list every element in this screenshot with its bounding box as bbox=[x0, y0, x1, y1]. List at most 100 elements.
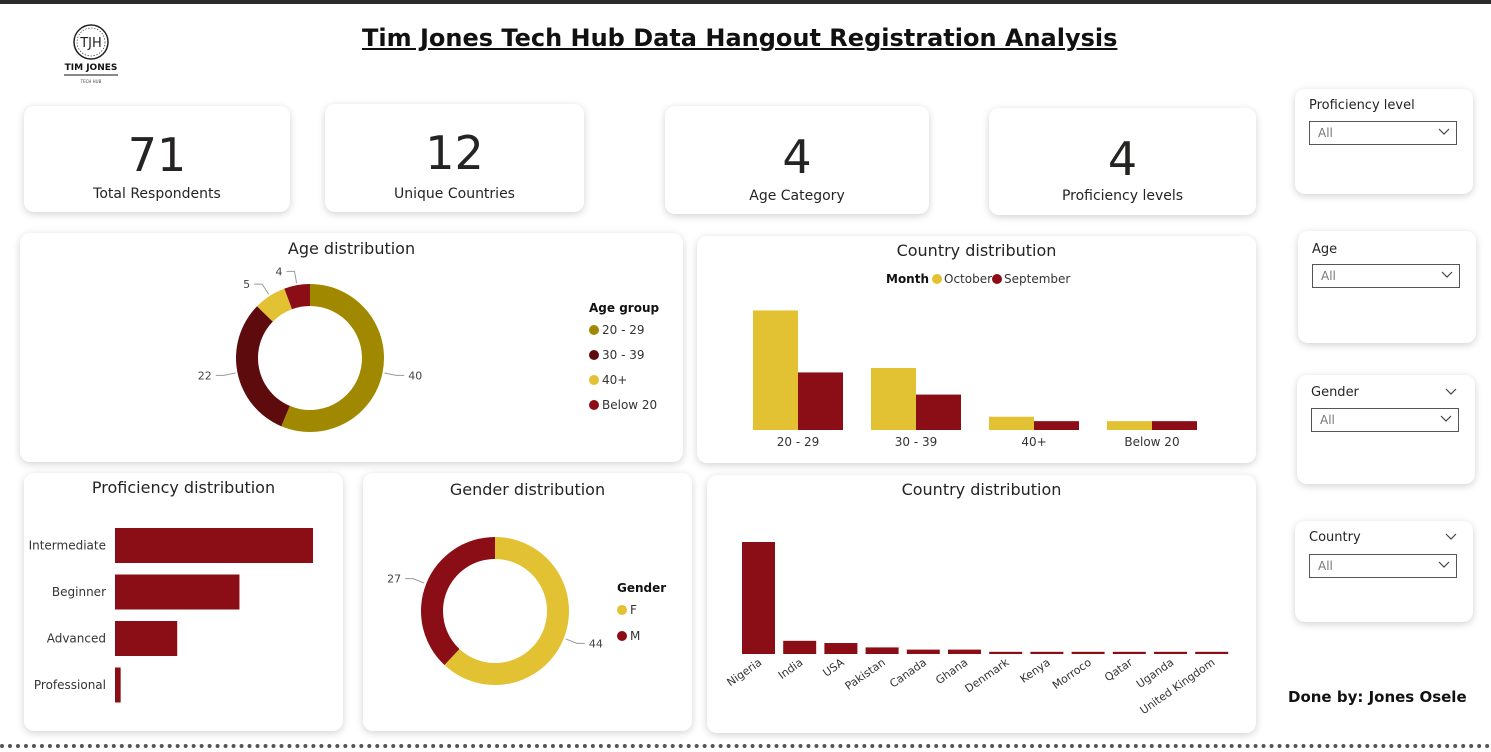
x-tick-label: USA bbox=[821, 656, 847, 680]
kpi-card-unique-countries: 12 Unique Countries bbox=[325, 104, 584, 212]
legend-title: Gender bbox=[617, 581, 666, 595]
slicer-selected-value: All bbox=[1318, 559, 1333, 573]
y-tick-label: Beginner bbox=[52, 585, 106, 599]
x-tick-label: Qatar bbox=[1102, 656, 1135, 685]
chevron-down-icon bbox=[1441, 271, 1453, 278]
legend-marker bbox=[589, 350, 599, 360]
age-dropdown[interactable]: All bbox=[1312, 264, 1460, 288]
legend-title: Age group bbox=[589, 301, 659, 315]
bar bbox=[798, 372, 843, 430]
slicer-label: Age bbox=[1312, 242, 1338, 257]
x-tick-label: Kenya bbox=[1018, 656, 1053, 686]
x-tick-label: 30 - 39 bbox=[895, 435, 938, 449]
x-tick-label: India bbox=[776, 656, 806, 682]
x-tick-label: 40+ bbox=[1021, 435, 1046, 449]
slicer-label: Proficiency level bbox=[1309, 98, 1415, 113]
tim-jones-logo: TJH TIM JONES TECH HUB bbox=[58, 20, 124, 90]
country-month-bar-chart: Month October September 20 - 29 30 - 39 40+ Be… bbox=[753, 272, 1197, 449]
data-label-leader bbox=[254, 283, 270, 295]
bar bbox=[906, 649, 940, 654]
chart-title: Gender distribution bbox=[449, 480, 606, 499]
slicer-age: Age All bbox=[1298, 231, 1476, 343]
kpi-value: 71 bbox=[127, 128, 187, 182]
slicer-gender: Gender All bbox=[1297, 375, 1475, 484]
kpi-card-proficiency-levels: 4 Proficiency levels bbox=[989, 108, 1256, 215]
x-tick-label: Morroco bbox=[1050, 656, 1094, 692]
x-tick-label: Below 20 bbox=[1124, 435, 1179, 449]
data-label: 40 bbox=[408, 369, 422, 382]
legend-marker bbox=[617, 631, 627, 641]
slicer-selected-value: All bbox=[1318, 126, 1333, 140]
chevron-down-icon[interactable] bbox=[1445, 530, 1457, 542]
chevron-down-icon bbox=[1440, 415, 1452, 422]
legend-entry: 40+ bbox=[602, 373, 627, 387]
bar bbox=[1154, 651, 1187, 654]
gender-dropdown[interactable]: All bbox=[1311, 408, 1459, 432]
legend-marker bbox=[589, 400, 599, 410]
legend-marker bbox=[992, 274, 1002, 284]
slicer-label: Gender bbox=[1311, 385, 1359, 400]
data-label: 44 bbox=[589, 637, 603, 650]
slicer-selected-value: All bbox=[1321, 269, 1336, 283]
y-tick-label: Intermediate bbox=[29, 539, 106, 553]
legend-title: Month bbox=[886, 272, 929, 286]
bar bbox=[783, 640, 817, 654]
kpi-label: Proficiency levels bbox=[1061, 188, 1184, 204]
chevron-down-icon[interactable] bbox=[1445, 385, 1457, 397]
svg-text:TIM JONES: TIM JONES bbox=[65, 63, 118, 73]
donut-slice bbox=[284, 284, 310, 310]
kpi-value: 4 bbox=[782, 130, 812, 184]
bar bbox=[115, 528, 313, 563]
country-dropdown[interactable]: All bbox=[1309, 554, 1457, 578]
bar bbox=[115, 574, 240, 610]
slicer-label: Country bbox=[1309, 530, 1361, 545]
x-tick-label: Nigeria bbox=[725, 656, 765, 689]
slicer-selected-value: All bbox=[1320, 413, 1335, 427]
chevron-down-icon bbox=[1438, 561, 1450, 568]
x-tick-label: 20 - 29 bbox=[777, 435, 820, 449]
legend-marker bbox=[617, 605, 627, 615]
age-distribution-card: Age distribution 40 22 5 4 Age group 20 - 29 3… bbox=[20, 233, 683, 462]
data-label: 4 bbox=[276, 265, 283, 278]
bar bbox=[1030, 651, 1064, 654]
bottom-border bbox=[0, 744, 1491, 748]
page-title: Tim Jones Tech Hub Data Hangout Registra… bbox=[362, 24, 1118, 52]
donut-slice bbox=[444, 537, 569, 685]
bar bbox=[1112, 651, 1146, 654]
proficiency-distribution-card: Proficiency distribution Intermediate Beg… bbox=[24, 473, 343, 731]
legend-entry: 20 - 29 bbox=[602, 323, 645, 337]
done-by-credit: Done by: Jones Osele bbox=[1288, 688, 1467, 706]
bar bbox=[989, 416, 1034, 430]
legend-entry: Below 20 bbox=[602, 398, 657, 412]
chart-title: Proficiency distribution bbox=[91, 478, 276, 497]
bar bbox=[989, 651, 1023, 654]
kpi-label: Unique Countries bbox=[394, 186, 515, 202]
legend-marker bbox=[589, 375, 599, 385]
y-tick-label: Advanced bbox=[47, 632, 106, 646]
bar bbox=[1034, 421, 1079, 430]
chart-title: Country distribution bbox=[901, 480, 1062, 499]
bar bbox=[871, 368, 916, 430]
legend-entry: M bbox=[630, 629, 640, 643]
data-label-leader bbox=[286, 270, 298, 284]
donut-slice bbox=[235, 306, 290, 427]
gender-distribution-card: Gender distribution 44 27 Gender F M bbox=[363, 473, 692, 731]
bar bbox=[865, 647, 899, 654]
x-tick-label: Canada bbox=[887, 656, 929, 691]
proficiency-level-dropdown[interactable]: All bbox=[1309, 121, 1457, 145]
bar bbox=[916, 394, 961, 430]
data-label: 27 bbox=[387, 573, 401, 586]
gender-donut-chart: 44 27 Gender FM bbox=[387, 537, 666, 685]
bar bbox=[948, 649, 981, 654]
kpi-value: 4 bbox=[1107, 132, 1138, 186]
kpi-label: Total Respondents bbox=[93, 186, 221, 202]
country-month-card: Country distribution Month October Septemb… bbox=[697, 236, 1256, 463]
bar bbox=[742, 542, 775, 654]
legend-entry: F bbox=[630, 603, 637, 617]
data-label-leader bbox=[565, 638, 585, 644]
proficiency-bar-chart: Intermediate Beginner Advanced Professional bbox=[29, 528, 313, 703]
donut-slice bbox=[421, 537, 495, 666]
data-label-leader bbox=[405, 578, 425, 584]
donut-slice bbox=[281, 284, 384, 432]
